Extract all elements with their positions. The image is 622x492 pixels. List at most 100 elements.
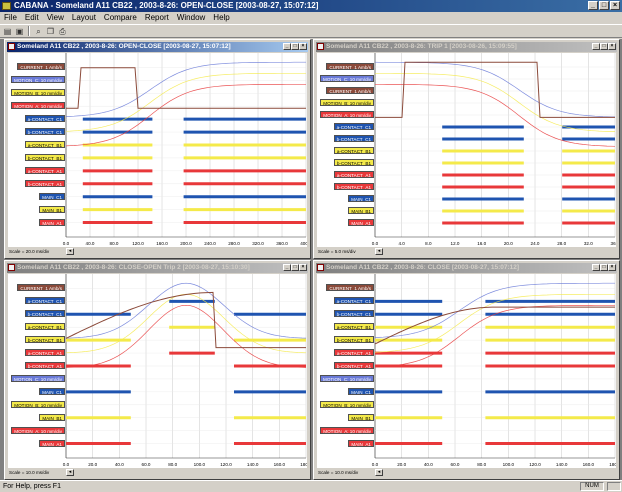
channel-label[interactable]: a-CONTACT_B1 bbox=[333, 147, 374, 154]
channel-label[interactable]: b-CONTACT_B1 bbox=[333, 336, 374, 344]
menu-view[interactable]: View bbox=[46, 13, 64, 22]
waveform-plot[interactable]: 0.0 20.0 40.0 60.0 80.0 100.0 120.0 140.0 160.0 1… bbox=[8, 274, 307, 468]
scroll-left-button[interactable]: ◂ bbox=[66, 248, 74, 255]
channel-label[interactable]: MOTION_B: 10 mm/div bbox=[320, 99, 374, 106]
channel-label[interactable]: MOTION_A: 10 mm/div bbox=[11, 426, 65, 434]
channel-label[interactable]: MAIN_C1 bbox=[348, 387, 374, 395]
minimize-button[interactable]: _ bbox=[592, 264, 600, 271]
channel-label[interactable]: MOTION_A: 10 mm/div bbox=[11, 102, 65, 110]
menu-report[interactable]: Report bbox=[144, 13, 169, 22]
document-icon[interactable] bbox=[317, 264, 324, 271]
minimize-button[interactable]: _ bbox=[283, 43, 291, 50]
chart-window-title[interactable]: Someland A11 CB22 , 2003-8-26: CLOSE [20… bbox=[316, 263, 617, 273]
channel-label[interactable]: b-CONTACT_A1 bbox=[333, 183, 374, 190]
minimize-button[interactable]: _ bbox=[588, 1, 598, 10]
channel-label[interactable]: MAIN_B1 bbox=[39, 413, 65, 421]
scroll-left-button[interactable]: ◂ bbox=[375, 469, 383, 476]
channel-label[interactable]: a-CONTACT_B1 bbox=[24, 323, 65, 331]
channel-label[interactable]: MAIN_A1 bbox=[39, 218, 65, 226]
maximize-button[interactable]: □ bbox=[291, 43, 299, 50]
chart-window-3[interactable]: Someland A11 CB22 , 2003-8-26: CLOSE-OPE… bbox=[4, 260, 311, 480]
channel-label[interactable]: MAIN_B1 bbox=[348, 413, 374, 421]
channel-label[interactable]: MOTION_B: 10 mm/div bbox=[320, 400, 374, 408]
print-icon[interactable]: ⎙ bbox=[59, 26, 66, 36]
copy-icon[interactable]: ❐ bbox=[46, 26, 55, 36]
minimize-button[interactable]: _ bbox=[592, 43, 600, 50]
channel-label[interactable]: MAIN_B1 bbox=[348, 207, 374, 214]
menu-compare[interactable]: Compare bbox=[103, 13, 137, 22]
maximize-button[interactable]: □ bbox=[600, 264, 608, 271]
menu-layout[interactable]: Layout bbox=[71, 13, 96, 22]
channel-label[interactable]: MAIN_A1 bbox=[348, 439, 374, 447]
document-icon[interactable] bbox=[317, 43, 324, 50]
menu-window[interactable]: Window bbox=[176, 13, 206, 22]
scroll-left-button[interactable]: ◂ bbox=[375, 248, 383, 255]
save-icon[interactable]: ▣ bbox=[15, 26, 24, 36]
channel-label[interactable]: b-CONTACT_B1 bbox=[333, 159, 374, 166]
channel-label[interactable]: b-CONTACT_B1 bbox=[24, 336, 65, 344]
waveform-plot[interactable]: 0.0 4.0 8.0 12.0 16.0 20.0 24.0 28.0 32.0 36.0 CUR… bbox=[317, 53, 616, 247]
open-icon[interactable]: ▤ bbox=[3, 26, 12, 36]
channel-label[interactable]: a-CONTACT_B1 bbox=[24, 141, 65, 148]
scroll-left-button[interactable]: ◂ bbox=[66, 469, 74, 476]
channel-label[interactable]: b-CONTACT_A1 bbox=[24, 362, 65, 369]
maximize-button[interactable]: □ bbox=[600, 43, 608, 50]
close-button[interactable]: × bbox=[610, 1, 620, 10]
channel-label[interactable]: MAIN_A1 bbox=[348, 219, 374, 226]
channel-label[interactable]: a-CONTACT_C1 bbox=[24, 297, 65, 305]
channel-label[interactable]: b-CONTACT_C1 bbox=[24, 128, 65, 136]
channel-label[interactable]: MOTION_C: 10 mm/div bbox=[320, 75, 374, 82]
channel-label[interactable]: b-CONTACT_C1 bbox=[24, 310, 65, 318]
menu-file[interactable]: File bbox=[4, 13, 17, 22]
app-icon[interactable] bbox=[2, 2, 11, 10]
close-button[interactable]: × bbox=[299, 264, 307, 271]
channel-label[interactable]: a-CONTACT_A1 bbox=[333, 171, 374, 178]
channel-label[interactable]: MOTION_B: 10 mm/div bbox=[11, 89, 65, 97]
channel-label[interactable]: a-CONTACT_C1 bbox=[333, 297, 374, 305]
channel-label[interactable]: MAIN_C1 bbox=[39, 192, 65, 200]
chart-window-4[interactable]: Someland A11 CB22 , 2003-8-26: CLOSE [20… bbox=[313, 260, 620, 480]
channel-label[interactable]: CURRENT_1 Amb/s bbox=[17, 63, 65, 71]
resize-grip[interactable] bbox=[607, 482, 621, 491]
close-button[interactable]: × bbox=[299, 43, 307, 50]
channel-label[interactable]: CURRENT_1 Amb/s bbox=[326, 63, 374, 70]
maximize-button[interactable]: □ bbox=[599, 1, 609, 10]
channel-label[interactable]: MAIN_C1 bbox=[39, 387, 65, 395]
minimize-button[interactable]: _ bbox=[283, 264, 291, 271]
app-title-bar[interactable]: CABANA - Someland A11 CB22 , 2003-8-26: … bbox=[0, 0, 622, 12]
channel-label[interactable]: a-CONTACT_A1 bbox=[24, 166, 65, 174]
menu-edit[interactable]: Edit bbox=[24, 13, 39, 22]
channel-label[interactable]: MOTION_A: 10 mm/div bbox=[320, 426, 374, 434]
chart-window-1[interactable]: Someland A11 CB22 , 2003-8-26: OPEN-CLOS… bbox=[4, 39, 311, 259]
menu-help[interactable]: Help bbox=[213, 13, 230, 22]
channel-label[interactable]: b-CONTACT_C1 bbox=[333, 310, 374, 318]
channel-label[interactable]: MAIN_A1 bbox=[39, 439, 65, 447]
channel-label[interactable]: MOTION_B: 10 mm/div bbox=[11, 400, 65, 408]
waveform-plot[interactable]: 0.0 20.0 40.0 60.0 80.0 100.0 120.0 140.0 160.0 1… bbox=[317, 274, 616, 468]
maximize-button[interactable]: □ bbox=[291, 264, 299, 271]
channel-label[interactable]: MAIN_B1 bbox=[39, 205, 65, 213]
channel-label[interactable]: b-CONTACT_A1 bbox=[333, 362, 374, 369]
zoom-icon[interactable]: ⌕ bbox=[36, 26, 41, 36]
channel-label[interactable]: b-CONTACT_B1 bbox=[24, 153, 65, 161]
document-icon[interactable] bbox=[8, 264, 15, 271]
close-button[interactable]: × bbox=[608, 43, 616, 50]
channel-label[interactable]: MAIN_C1 bbox=[348, 195, 374, 202]
waveform-plot[interactable]: 0.0 40.0 80.0 120.0 160.0 200.0 240.0 280.0 320.… bbox=[8, 53, 307, 247]
channel-label[interactable]: a-CONTACT_A1 bbox=[333, 349, 374, 357]
channel-label[interactable]: MOTION_C: 10 mm/div bbox=[11, 374, 65, 382]
channel-label[interactable]: a-CONTACT_A1 bbox=[24, 349, 65, 357]
chart-window-2[interactable]: Someland A11 CB22 , 2003-8-26: TRIP 1 [2… bbox=[313, 39, 620, 259]
channel-label[interactable]: MOTION_A: 10 mm/div bbox=[320, 111, 374, 118]
channel-label[interactable]: CURRENT_1 Amb/s bbox=[326, 284, 374, 292]
chart-window-title[interactable]: Someland A11 CB22 , 2003-8-26: OPEN-CLOS… bbox=[7, 42, 308, 52]
channel-label[interactable]: CURRENT_1 Amb/s bbox=[17, 284, 65, 292]
channel-label[interactable]: MOTION_C: 10 mm/div bbox=[11, 76, 65, 84]
channel-label[interactable]: a-CONTACT_C1 bbox=[24, 115, 65, 123]
chart-window-title[interactable]: Someland A11 CB22 , 2003-8-26: TRIP 1 [2… bbox=[316, 42, 617, 52]
channel-label[interactable]: a-CONTACT_C1 bbox=[333, 123, 374, 130]
channel-label[interactable]: MOTION_C: 10 mm/div bbox=[320, 374, 374, 382]
document-icon[interactable] bbox=[8, 43, 15, 50]
channel-label[interactable]: CURRENT_1 Amb/s bbox=[326, 87, 374, 94]
chart-window-title[interactable]: Someland A11 CB22 , 2003-8-26: CLOSE-OPE… bbox=[7, 263, 308, 273]
